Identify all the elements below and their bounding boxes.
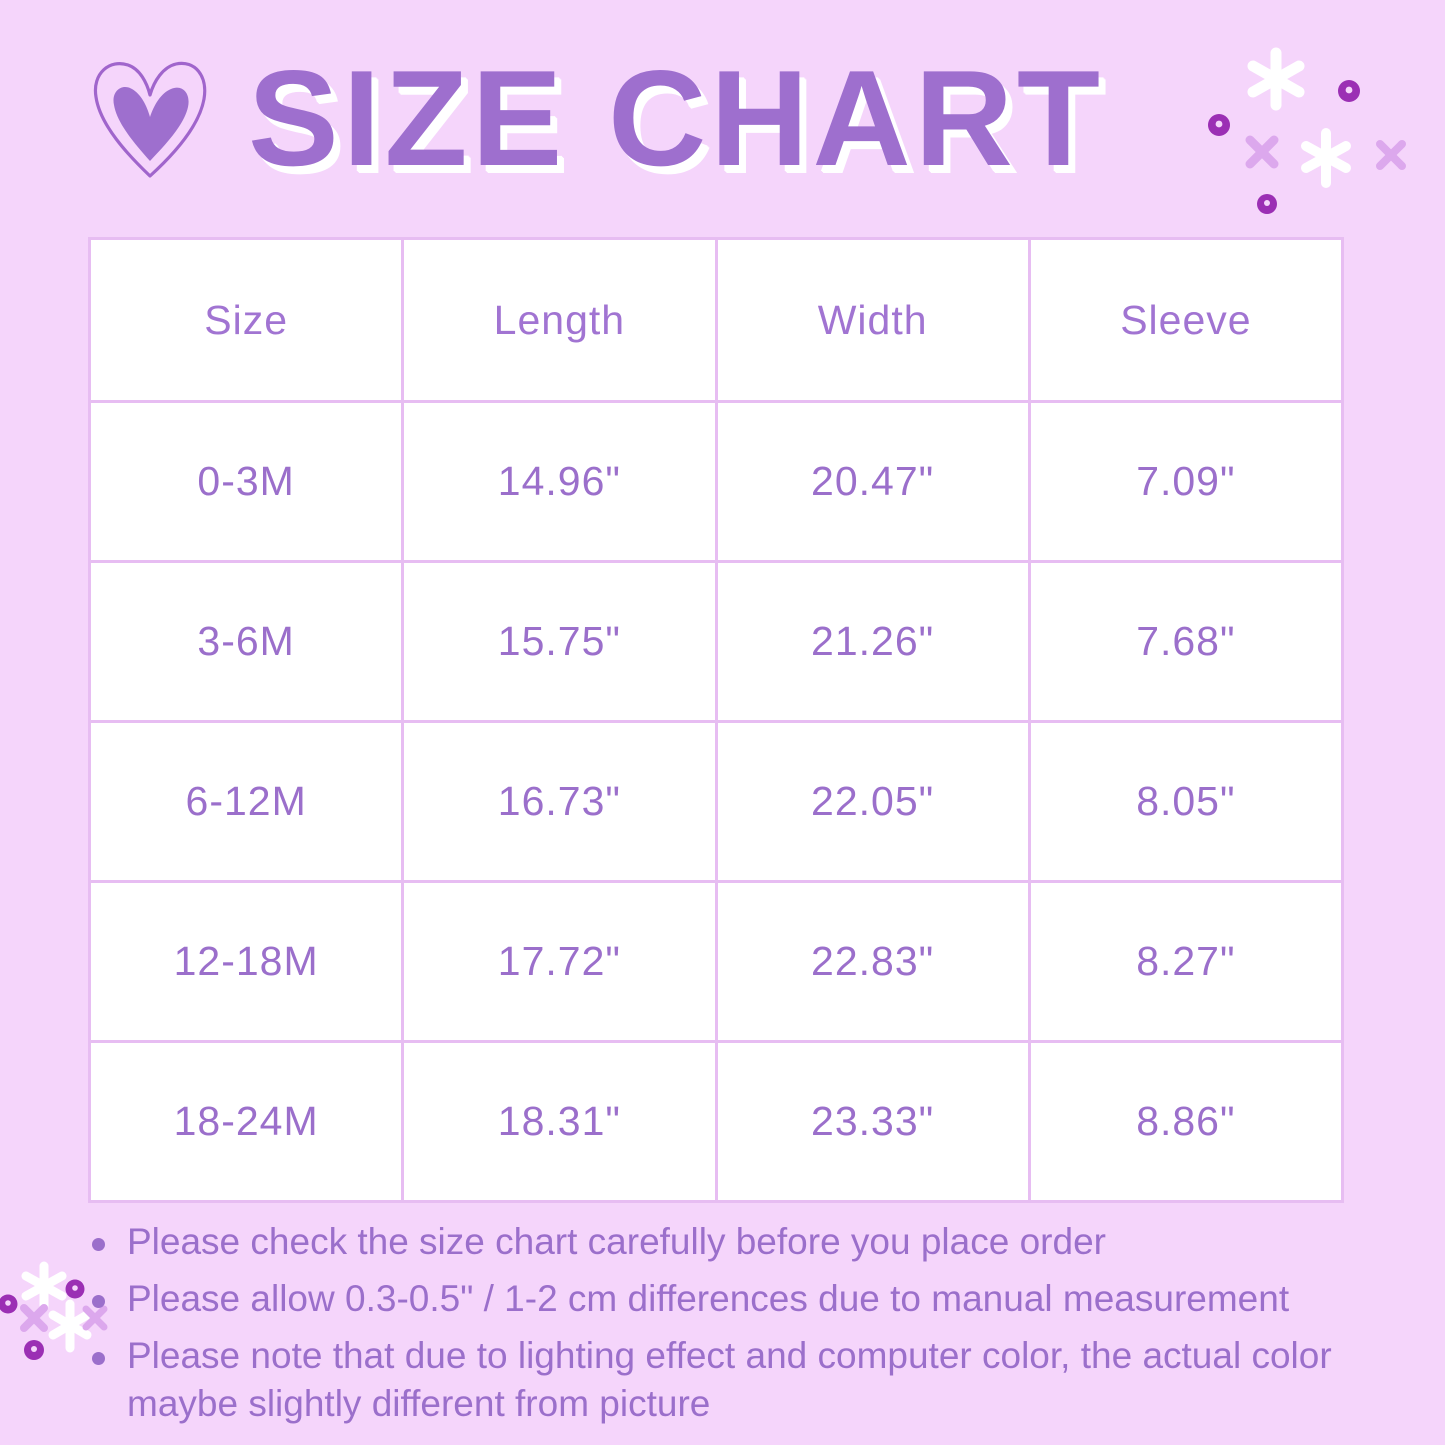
table-header-row: Size Length Width Sleeve: [87, 237, 1345, 403]
size-chart-table: Size Length Width Sleeve 0-3M 14.96" 20.…: [87, 237, 1345, 1203]
cell-length: 17.72": [401, 880, 718, 1043]
cell-size: 0-3M: [87, 400, 405, 563]
cell-width: 22.05": [714, 720, 1031, 883]
cell-sleeve: 8.27": [1027, 880, 1345, 1043]
list-item: Please allow 0.3-0.5" / 1-2 cm differenc…: [92, 1275, 1382, 1324]
cell-width: 23.33": [714, 1040, 1031, 1203]
cell-size: 3-6M: [87, 560, 405, 723]
column-header-width: Width: [714, 237, 1031, 403]
dot-circle-icon: [22, 1338, 46, 1362]
dot-circle-icon: [0, 1292, 24, 1316]
table-row: 3-6M 15.75" 21.26" 7.68": [87, 560, 1345, 723]
table-row: 12-18M 17.72" 22.83" 8.27": [87, 880, 1345, 1043]
column-header-length: Length: [401, 237, 718, 403]
page-title: SIZE CHART: [248, 42, 1104, 194]
list-item: Please note that due to lighting effect …: [92, 1332, 1382, 1430]
cell-sleeve: 7.68": [1027, 560, 1345, 723]
sparkle-asterisk-icon: [48, 1299, 92, 1353]
notes-list: Please check the size chart carefully be…: [92, 1218, 1382, 1437]
sparkle-asterisk-icon: [20, 1261, 68, 1311]
cell-sleeve: 8.05": [1027, 720, 1345, 883]
cell-size: 6-12M: [87, 720, 405, 883]
dot-circle-icon: [64, 1278, 86, 1300]
size-chart-table-container: Size Length Width Sleeve 0-3M 14.96" 20.…: [87, 237, 1345, 1203]
cross-x-icon: [18, 1302, 50, 1334]
column-header-size: Size: [87, 237, 405, 403]
bullet-dot-icon: [92, 1351, 105, 1365]
heart-doodle-icon: [84, 51, 214, 186]
table-row: 6-12M 16.73" 22.05" 8.05": [87, 720, 1345, 883]
cell-width: 20.47": [714, 400, 1031, 563]
cell-length: 16.73": [401, 720, 718, 883]
cell-sleeve: 8.86": [1027, 1040, 1345, 1203]
cell-length: 14.96": [401, 400, 718, 563]
cell-length: 18.31": [401, 1040, 718, 1203]
cell-length: 15.75": [401, 560, 718, 723]
cell-size: 18-24M: [87, 1040, 405, 1203]
note-text: Please note that due to lighting effect …: [127, 1334, 1332, 1425]
table-row: 18-24M 18.31" 23.33" 8.86": [87, 1040, 1345, 1203]
bullet-dot-icon: [92, 1238, 105, 1251]
note-text: Please allow 0.3-0.5" / 1-2 cm differenc…: [127, 1277, 1290, 1319]
table-row: 0-3M 14.96" 20.47" 7.09": [87, 400, 1345, 563]
cell-size: 12-18M: [87, 880, 405, 1043]
bullet-dot-icon: [92, 1294, 105, 1308]
cell-sleeve: 7.09": [1027, 400, 1345, 563]
list-item: Please check the size chart carefully be…: [92, 1218, 1382, 1267]
cell-width: 21.26": [714, 560, 1031, 723]
note-text: Please check the size chart carefully be…: [127, 1221, 1106, 1262]
cell-width: 22.83": [714, 880, 1031, 1043]
page-header: SIZE CHART: [0, 28, 1445, 208]
column-header-sleeve: Sleeve: [1027, 237, 1345, 403]
